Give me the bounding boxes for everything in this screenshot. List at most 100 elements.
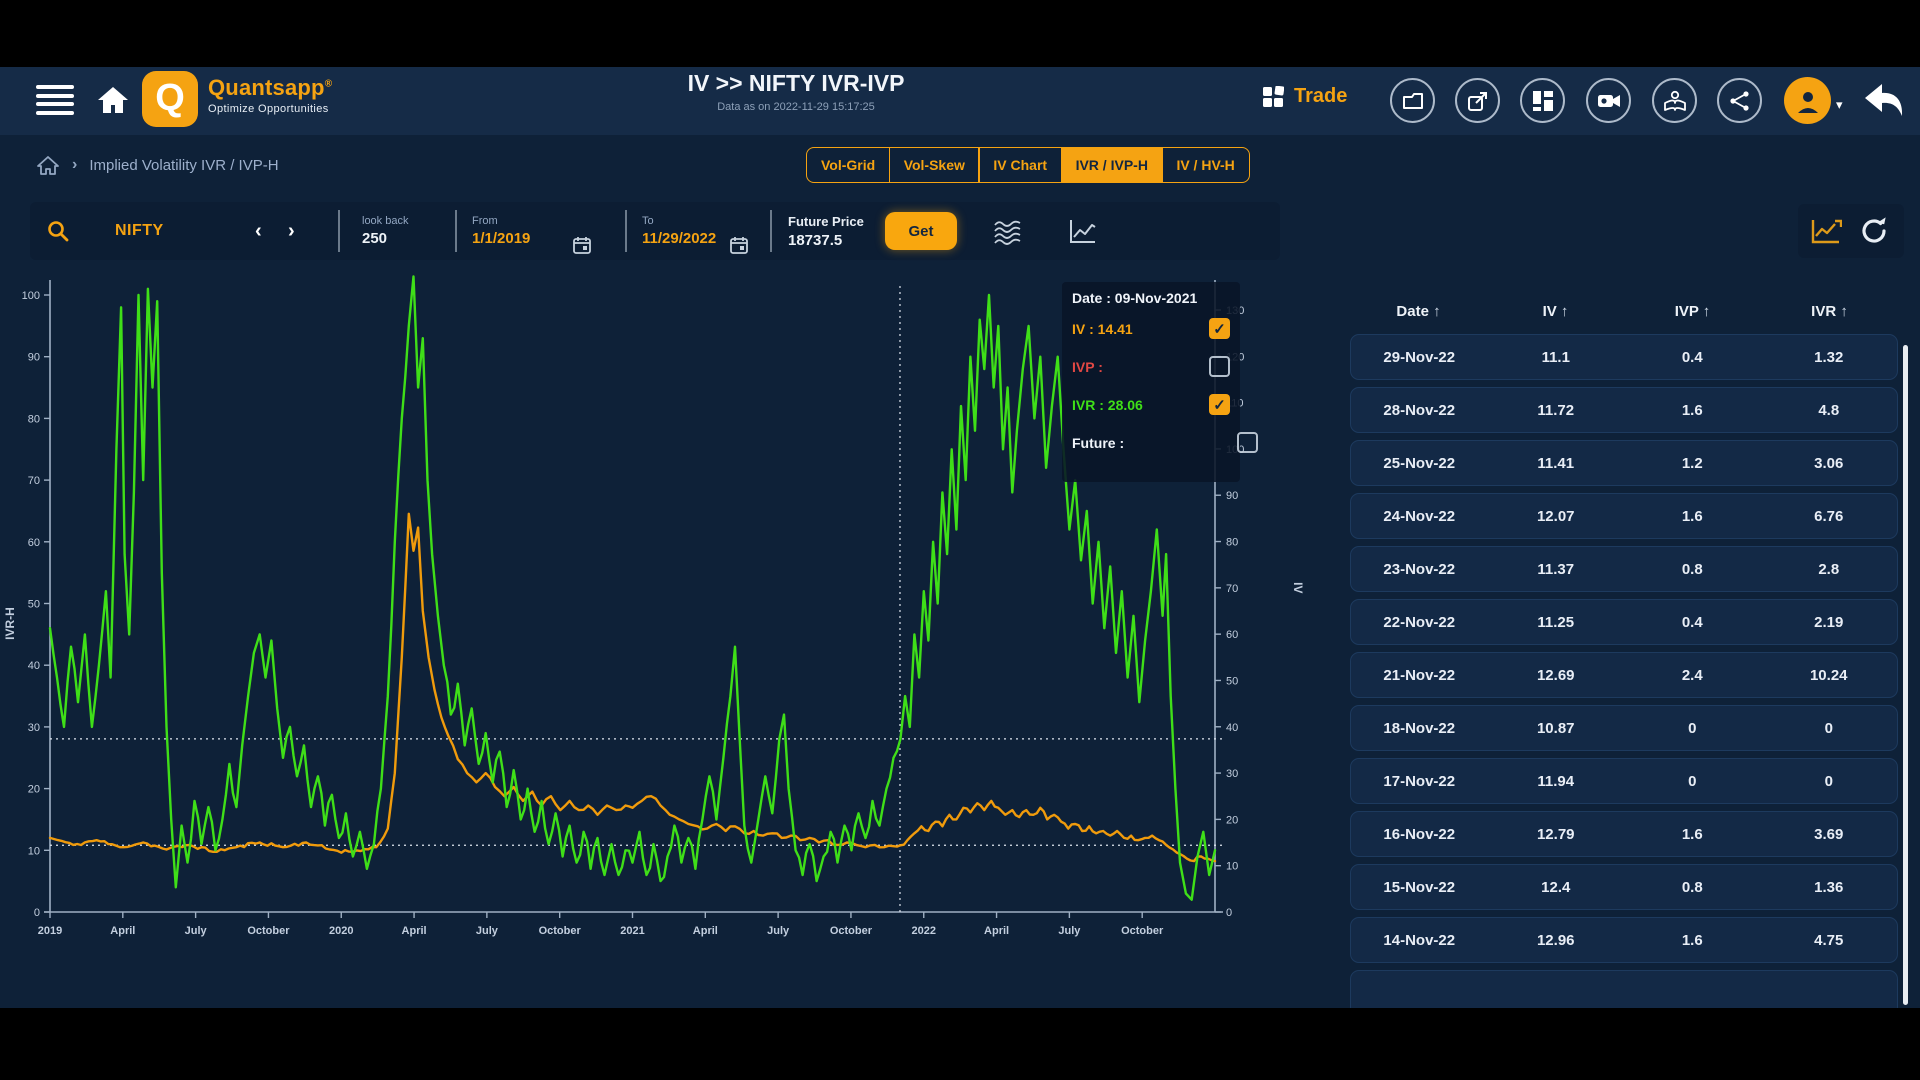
learning-icon[interactable] (1652, 78, 1697, 123)
chart-tooltip: Date : 09-Nov-2021 IV : 14.41 ✓ IVP : IVR :… (1062, 282, 1258, 482)
video-icon[interactable] (1586, 78, 1631, 123)
sort-arrow-icon: ↑ (1560, 302, 1569, 320)
series-visibility-checkbox[interactable]: ✓ (1209, 318, 1230, 339)
tooltip-date: Date : 09-Nov-2021 (1072, 290, 1198, 306)
table-cell: 0.4 (1681, 348, 1703, 366)
svg-text:April: April (402, 925, 427, 937)
trade-grid-icon (1263, 85, 1284, 107)
table-row-partial (1350, 970, 1898, 1008)
window-icon[interactable] (1390, 78, 1435, 123)
trade-button[interactable]: Trade (1262, 85, 1347, 108)
series-visibility-checkbox[interactable] (1237, 432, 1258, 453)
user-avatar[interactable] (1784, 77, 1831, 124)
prev-symbol-button[interactable]: ‹ (255, 220, 262, 242)
table-row[interactable]: 17-Nov-22 11.94 0 0 (1350, 758, 1898, 804)
table-row[interactable]: 15-Nov-22 12.4 0.8 1.36 (1350, 864, 1898, 910)
next-symbol-button[interactable]: › (288, 220, 295, 242)
column-header-ivr[interactable]: IVR ↑ (1811, 302, 1848, 320)
table-cell: 28-Nov-22 (1383, 401, 1456, 419)
page-title-block: IV >> NIFTY IVR-IVP Data as on 2022-11-2… (688, 70, 905, 113)
svg-text:2021: 2021 (620, 925, 644, 937)
table-row[interactable]: 24-Nov-22 12.07 1.6 6.76 (1350, 493, 1898, 539)
table-cell: 4.8 (1818, 401, 1840, 419)
tab-iv-chart[interactable]: IV Chart (978, 147, 1063, 183)
from-calendar-icon[interactable] (573, 216, 591, 274)
table-cell: 11.1 (1541, 348, 1570, 366)
table-row[interactable]: 21-Nov-22 12.69 2.4 10.24 (1350, 652, 1898, 698)
breadcrumb: › Implied Volatility IVR / IVP-H (36, 153, 279, 177)
table-cell: 12.4 (1541, 878, 1571, 896)
table-cell: 0.8 (1681, 560, 1703, 578)
tab-vol-grid[interactable]: Vol-Grid (806, 147, 891, 183)
table-cell: 3.06 (1814, 454, 1844, 472)
menu-icon[interactable] (36, 85, 74, 115)
table-cell: 16-Nov-22 (1383, 825, 1456, 843)
divider (455, 210, 457, 252)
table-cell: 18-Nov-22 (1383, 719, 1456, 737)
svg-text:April: April (984, 925, 1009, 937)
svg-text:October: October (1121, 925, 1164, 937)
tab-ivr-ivp-h[interactable]: IVR / IVP-H (1060, 147, 1163, 183)
table-header-row: Date ↑ IV ↑ IVP ↑ IVR ↑ (1350, 288, 1898, 334)
home-icon[interactable] (94, 81, 132, 119)
table-row[interactable]: 29-Nov-22 11.1 0.4 1.32 (1350, 334, 1898, 380)
table-scrollbar[interactable] (1903, 345, 1908, 1005)
dashboard-icon[interactable] (1520, 78, 1565, 123)
to-calendar-icon[interactable] (730, 216, 748, 274)
svg-text:2022: 2022 (912, 925, 936, 937)
line-chart-icon[interactable] (1068, 202, 1098, 260)
series-visibility-checkbox[interactable] (1209, 356, 1230, 377)
table-cell: 12.69 (1536, 666, 1575, 684)
column-header-iv[interactable]: IV ↑ (1542, 302, 1569, 320)
share-icon[interactable] (1717, 78, 1762, 123)
table-cell: 15-Nov-22 (1383, 878, 1456, 896)
table-row[interactable]: 25-Nov-22 11.41 1.2 3.06 (1350, 440, 1898, 486)
quantsapp-logo[interactable]: Q (142, 71, 198, 127)
tab-iv-hv-h[interactable]: IV / HV-H (1161, 147, 1250, 183)
table-cell: 0.4 (1681, 613, 1703, 631)
header-bar: Q Quantsapp® Optimize Opportunities IV >… (0, 67, 1920, 135)
stacked-lines-chart-icon[interactable] (993, 202, 1023, 260)
table-cell: 10.24 (1809, 666, 1848, 684)
look-back-field[interactable]: look back 250 (362, 215, 409, 247)
table-row[interactable]: 28-Nov-22 11.72 1.6 4.8 (1350, 387, 1898, 433)
breadcrumb-row: › Implied Volatility IVR / IVP-H Vol-Gri… (0, 135, 1920, 197)
avatar-caret-icon[interactable]: ▾ (1836, 97, 1843, 112)
to-date-field[interactable]: To 11/29/2022 (642, 215, 717, 247)
chart-tools-panel (1798, 204, 1904, 258)
column-header-date[interactable]: Date ↑ (1396, 302, 1441, 320)
svg-text:40: 40 (28, 660, 40, 672)
sort-arrow-icon: ↑ (1702, 302, 1711, 320)
table-cell: 0 (1688, 719, 1697, 737)
from-date-field[interactable]: From 1/1/2019 (472, 215, 531, 247)
search-icon[interactable] (46, 202, 70, 260)
table-cell: 3.69 (1814, 825, 1844, 843)
table-cell: 24-Nov-22 (1383, 507, 1456, 525)
table-row[interactable]: 16-Nov-22 12.79 1.6 3.69 (1350, 811, 1898, 857)
table-row[interactable]: 18-Nov-22 10.87 0 0 (1350, 705, 1898, 751)
series-visibility-checkbox[interactable]: ✓ (1209, 394, 1230, 415)
table-row[interactable]: 23-Nov-22 11.37 0.8 2.8 (1350, 546, 1898, 592)
column-header-ivp[interactable]: IVP ↑ (1674, 302, 1711, 320)
table-cell: 12.79 (1536, 825, 1575, 843)
tab-vol-skew[interactable]: Vol-Skew (888, 147, 980, 183)
symbol-input[interactable]: NIFTY (115, 222, 164, 239)
trend-chart-icon[interactable] (1810, 217, 1843, 250)
table-cell: 2.4 (1681, 666, 1703, 684)
open-in-new-icon[interactable] (1455, 78, 1500, 123)
iv-ivr-chart[interactable]: 0 10 20 30 40 50 60 70 80 90 100 0 10 20 30 40 50 60 70 80 9… (0, 262, 1330, 975)
undo-icon[interactable] (1860, 80, 1906, 127)
toolbar: NIFTY ‹ › look back 250 From 1/1/2019 To… (30, 202, 1280, 260)
svg-text:April: April (693, 925, 718, 937)
svg-text:October: October (247, 925, 290, 937)
svg-text:80: 80 (1226, 537, 1238, 549)
table-row[interactable]: 22-Nov-22 11.25 0.4 2.19 (1350, 599, 1898, 645)
refresh-icon[interactable] (1858, 215, 1890, 252)
breadcrumb-home-icon[interactable] (36, 153, 60, 177)
svg-text:100: 100 (22, 290, 40, 302)
table-row[interactable]: 14-Nov-22 12.96 1.6 4.75 (1350, 917, 1898, 963)
tooltip-series-label: IV : 14.41 (1072, 320, 1133, 337)
svg-text:60: 60 (1226, 629, 1238, 641)
future-price-field: Future Price 18737.5 (788, 213, 864, 249)
get-button[interactable]: Get (885, 212, 957, 250)
